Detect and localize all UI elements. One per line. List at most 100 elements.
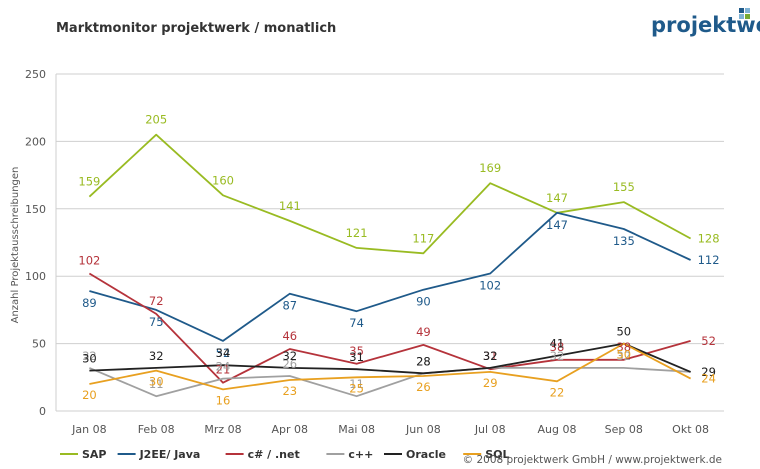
data-label: 90 bbox=[416, 295, 431, 309]
data-label: 159 bbox=[78, 175, 100, 189]
data-label: 32 bbox=[483, 349, 498, 363]
x-tick-label: Apr 08 bbox=[272, 423, 309, 436]
data-label: 35 bbox=[349, 344, 364, 358]
data-label: 87 bbox=[282, 299, 297, 313]
x-tick-label: Jan 08 bbox=[71, 423, 106, 436]
series-line-1 bbox=[89, 211, 691, 342]
data-label: 135 bbox=[613, 234, 635, 248]
data-label: 52 bbox=[701, 334, 716, 348]
data-label: 32 bbox=[550, 349, 565, 363]
data-label: 50 bbox=[616, 325, 631, 339]
data-label: 121 bbox=[346, 226, 368, 240]
data-label: 32 bbox=[282, 349, 297, 363]
logo: projektwerk bbox=[651, 8, 760, 37]
data-labels: 159 205 160 141 121 117 169 147 155 128 89 75 52 87 74… bbox=[78, 113, 719, 408]
data-label: 11 bbox=[149, 377, 164, 391]
x-tick-label: Jun 08 bbox=[405, 423, 441, 436]
data-label: 34 bbox=[216, 346, 231, 360]
x-tick-label: Okt 08 bbox=[672, 423, 709, 436]
data-label: 169 bbox=[479, 161, 501, 175]
logo-square-2 bbox=[745, 8, 750, 13]
logo-square-3 bbox=[739, 14, 744, 19]
data-label: 75 bbox=[149, 315, 164, 329]
data-label: 46 bbox=[282, 329, 297, 343]
gridlines bbox=[55, 73, 724, 412]
y-tick-label: 250 bbox=[25, 68, 46, 81]
series-line-2 bbox=[88, 272, 691, 384]
footer-copyright: © 2008 projektwerk GmbH / www.projektwer… bbox=[463, 454, 722, 466]
series-line-3 bbox=[89, 366, 691, 398]
data-label: 160 bbox=[212, 173, 234, 187]
data-label: 20 bbox=[82, 388, 97, 402]
legend: SAP J2EE/ Java c# / .net c++ Oracle SQL bbox=[60, 448, 509, 461]
data-label: 28 bbox=[416, 354, 431, 368]
data-label: 147 bbox=[546, 191, 568, 205]
y-tick-labels: 0 50 100 150 200 250 bbox=[25, 68, 46, 418]
logo-square-4 bbox=[745, 14, 750, 19]
data-label: 89 bbox=[82, 296, 97, 310]
legend-label: c# / .net bbox=[248, 448, 300, 461]
data-label: 24 bbox=[701, 372, 716, 386]
data-label: 128 bbox=[698, 231, 720, 245]
data-label: 74 bbox=[349, 316, 364, 330]
series-lines bbox=[88, 133, 692, 398]
x-tick-label: Mai 08 bbox=[338, 423, 375, 436]
data-label: 32 bbox=[483, 349, 498, 363]
data-label: 32 bbox=[616, 349, 631, 363]
data-label: 26 bbox=[416, 380, 431, 394]
legend-label: Oracle bbox=[406, 448, 446, 461]
data-label: 31 bbox=[483, 349, 498, 363]
data-label: 30 bbox=[82, 352, 97, 366]
y-tick-label: 50 bbox=[32, 338, 46, 351]
data-label: 25 bbox=[349, 381, 364, 395]
data-label: 52 bbox=[216, 346, 231, 360]
data-label: 50 bbox=[616, 348, 631, 362]
data-label: 102 bbox=[479, 279, 501, 293]
y-tick-label: 200 bbox=[25, 135, 46, 148]
data-label: 41 bbox=[550, 337, 565, 351]
y-axis-label: Anzahl Projektausschreibungen bbox=[10, 167, 21, 324]
x-tick-label: Feb 08 bbox=[138, 423, 175, 436]
legend-label: SQL bbox=[485, 448, 509, 461]
chart-title: Marktmonitor projektwerk / monatlich bbox=[56, 21, 336, 36]
data-label: 32 bbox=[149, 349, 164, 363]
data-label: 205 bbox=[145, 113, 167, 127]
x-tick-label: Jul 08 bbox=[474, 423, 506, 436]
legend-label: c++ bbox=[348, 448, 373, 461]
series-line-0 bbox=[88, 133, 692, 255]
data-label: 30 bbox=[149, 375, 164, 389]
data-label: 49 bbox=[416, 325, 431, 339]
data-label: 11 bbox=[349, 377, 364, 391]
legend-label: J2EE/ Java bbox=[139, 448, 201, 461]
data-label: 29 bbox=[701, 365, 716, 379]
data-label: 28 bbox=[416, 354, 431, 368]
x-tick-label: Aug 08 bbox=[538, 423, 577, 436]
data-label: 26 bbox=[282, 357, 297, 371]
data-label: 155 bbox=[613, 180, 635, 194]
data-label: 23 bbox=[282, 384, 297, 398]
data-label: 22 bbox=[550, 385, 565, 399]
y-tick-label: 0 bbox=[39, 405, 46, 418]
x-tick-label: Mrz 08 bbox=[204, 423, 241, 436]
data-label: 38 bbox=[616, 340, 631, 354]
data-label: 72 bbox=[149, 294, 164, 308]
data-label: 117 bbox=[412, 231, 434, 245]
data-label: 31 bbox=[349, 350, 364, 364]
y-tick-label: 100 bbox=[25, 270, 46, 283]
x-tick-label: Sep 08 bbox=[605, 423, 643, 436]
data-label: 112 bbox=[698, 253, 720, 267]
data-label: 29 bbox=[483, 376, 498, 390]
data-label: 141 bbox=[279, 199, 301, 213]
data-label: 102 bbox=[78, 254, 100, 268]
data-label: 21 bbox=[216, 363, 231, 377]
data-label: 147 bbox=[546, 218, 568, 232]
legend-label: SAP bbox=[82, 448, 107, 461]
series-line-4 bbox=[89, 342, 691, 375]
data-label: 24 bbox=[216, 360, 231, 374]
logo-square-1 bbox=[739, 8, 744, 13]
series-line-5 bbox=[89, 342, 692, 391]
x-tick-labels: Jan 08 Feb 08 Mrz 08 Apr 08 Mai 08 Jun 08 Jul … bbox=[71, 423, 709, 436]
data-label: 29 bbox=[701, 365, 716, 379]
data-label: 32 bbox=[82, 349, 97, 363]
